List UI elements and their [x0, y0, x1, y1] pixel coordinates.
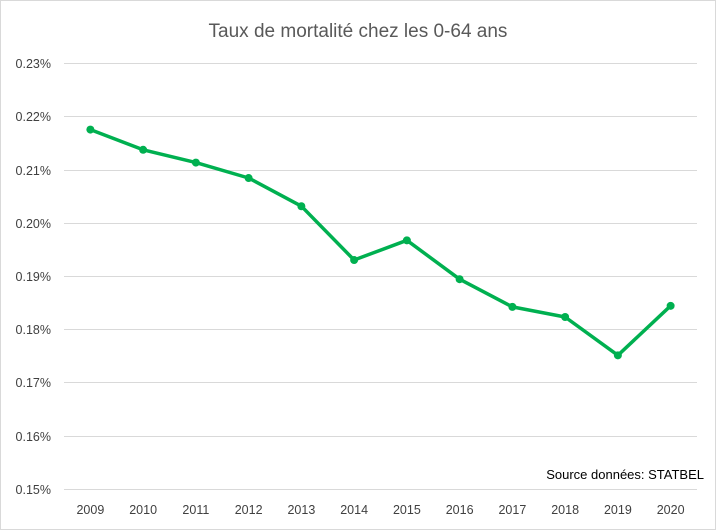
- x-tick-label: 2009: [76, 503, 104, 517]
- y-tick-label: 0.19%: [16, 270, 51, 284]
- x-tick-label: 2014: [340, 503, 368, 517]
- data-point: [402, 236, 411, 245]
- y-tick-label: 0.15%: [16, 483, 51, 497]
- y-tick-label: 0.18%: [16, 323, 51, 337]
- y-tick-label: 0.23%: [16, 57, 51, 71]
- x-tick-label: 2019: [604, 503, 632, 517]
- gridlines: [64, 63, 697, 490]
- data-point: [86, 125, 95, 134]
- data-point: [508, 302, 517, 311]
- y-tick-label: 0.22%: [16, 110, 51, 124]
- x-tick-label: 2015: [393, 503, 421, 517]
- chart-title: Taux de mortalité chez les 0-64 ans: [209, 21, 508, 42]
- x-tick-label: 2018: [551, 503, 579, 517]
- series: [86, 125, 675, 360]
- x-tick-label: 2016: [446, 503, 474, 517]
- data-point: [350, 256, 359, 265]
- data-point: [191, 158, 200, 167]
- x-tick-label: 2017: [498, 503, 526, 517]
- y-tick-label: 0.17%: [16, 376, 51, 390]
- y-axis-ticks: 0.15% 0.16% 0.17% 0.18% 0.19% 0.20% 0.21% 0.22%…: [16, 57, 51, 497]
- y-tick-label: 0.16%: [16, 430, 51, 444]
- data-point: [666, 301, 675, 310]
- y-tick-label: 0.20%: [16, 217, 51, 231]
- x-tick-label: 2012: [235, 503, 263, 517]
- data-point: [244, 174, 253, 183]
- x-tick-label: 2011: [182, 503, 209, 517]
- data-point: [455, 275, 464, 284]
- data-point: [297, 202, 306, 211]
- series-line: [88, 127, 673, 358]
- y-tick-label: 0.21%: [16, 164, 51, 178]
- x-axis-ticks: 2009 2010 2011 2012 2013 2014 2015 2016 2017 2018…: [76, 503, 684, 517]
- x-tick-label: 2010: [129, 503, 157, 517]
- data-point: [139, 145, 148, 154]
- x-tick-label: 2013: [287, 503, 315, 517]
- data-point: [561, 313, 570, 322]
- source-annotation: Source données: STATBEL: [546, 467, 704, 482]
- data-point: [613, 351, 622, 360]
- x-tick-label: 2020: [657, 503, 685, 517]
